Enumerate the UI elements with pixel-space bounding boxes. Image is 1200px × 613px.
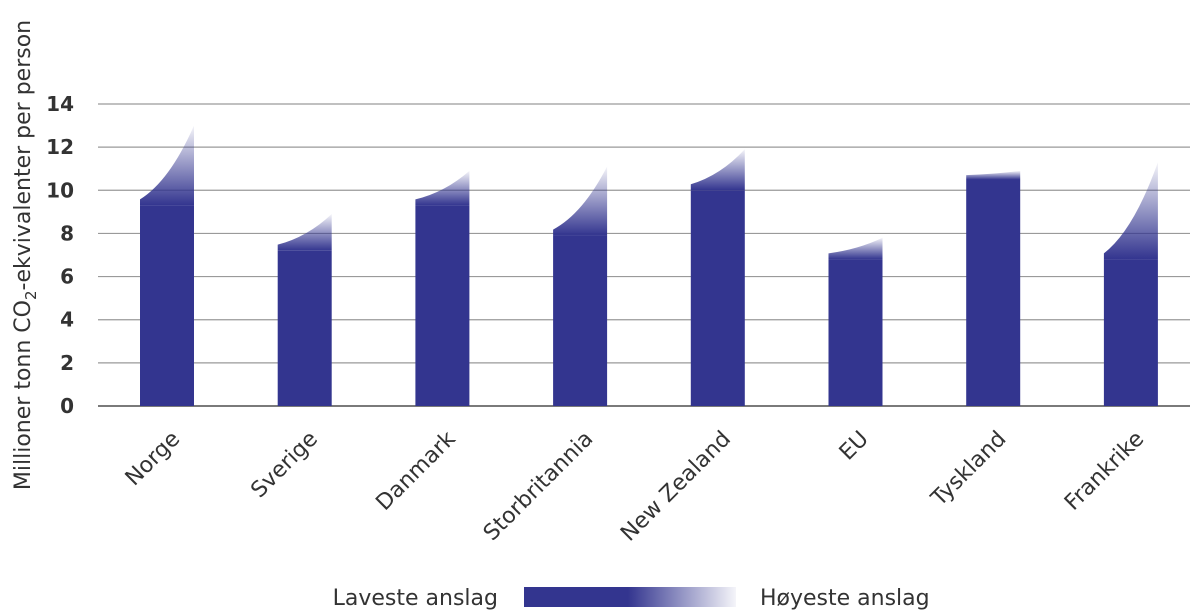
category-label: Danmark [372, 426, 461, 515]
category-label: EU [835, 427, 874, 466]
bar-low-new-zealand [690, 190, 745, 406]
bar-low-norge [140, 205, 194, 406]
y-axis-label-rest: -ekvivalenter per person [11, 20, 36, 291]
category-labels: Norge Sverige Danmark Storbritannia New Zeal… [121, 426, 1149, 546]
y-tick-label: 0 [60, 394, 74, 418]
legend: Laveste anslag Høyeste anslag [333, 586, 930, 611]
y-tick-label: 12 [46, 135, 74, 159]
bar-high-tyskland [966, 170, 1021, 180]
gridlines [98, 103, 1190, 407]
bar-high-frankrike [1103, 162, 1158, 260]
y-tick-label: 14 [46, 92, 74, 116]
legend-high-swatch [628, 587, 736, 607]
bar-low-frankrike [1103, 259, 1158, 406]
category-label: Tyskland [926, 427, 1011, 512]
bar-low-sverige [277, 250, 332, 406]
y-axis-label-main: Millioner tonn CO [11, 300, 36, 490]
bar-low-danmark [415, 205, 470, 406]
category-label: New Zealand [616, 427, 736, 547]
category-label: Storbritannia [479, 427, 598, 546]
category-label: Norge [121, 427, 185, 491]
bar-high-danmark [415, 170, 470, 206]
y-tick-label: 8 [60, 221, 74, 245]
y-tick-label: 6 [60, 265, 74, 289]
bar-low-storbritannia [553, 235, 608, 406]
bar-high-storbritannia [553, 166, 608, 236]
bar-high-sverige [277, 214, 332, 251]
y-tick-labels: 0 2 4 6 8 10 12 14 [46, 92, 74, 418]
y-tick-label: 2 [60, 351, 74, 375]
bar-high-eu [828, 237, 883, 260]
category-label: Sverige [246, 427, 323, 504]
bar-high-new-zealand [690, 149, 745, 191]
y-tick-label: 4 [60, 308, 74, 332]
y-axis-label-subscript: 2 [22, 290, 40, 300]
y-tick-label: 10 [46, 178, 74, 202]
y-axis-label: Millioner tonn CO2-ekvivalenter per pers… [11, 20, 40, 490]
legend-low-swatch [524, 587, 628, 607]
bar-low-tyskland [966, 179, 1021, 406]
bars [140, 125, 1158, 406]
category-label: Frankrike [1060, 427, 1149, 516]
bar-low-eu [828, 259, 883, 406]
legend-high-label: Høyeste anslag [760, 586, 930, 611]
bar-high-norge [140, 125, 194, 206]
legend-low-label: Laveste anslag [333, 586, 498, 611]
